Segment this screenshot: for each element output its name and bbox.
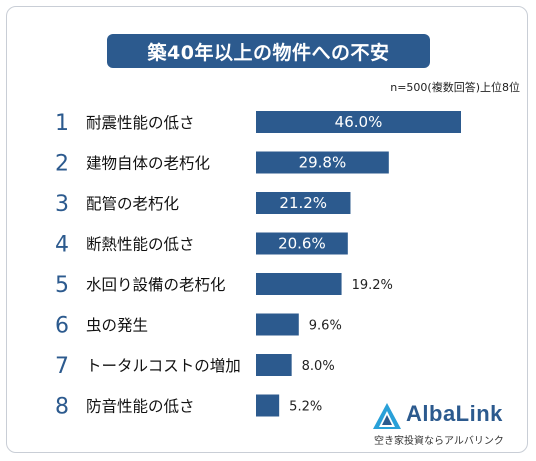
value-label: 8.0% (302, 359, 335, 374)
bar (256, 232, 348, 255)
rank-number: 2 (55, 152, 69, 177)
rank-number: 7 (55, 354, 69, 379)
value-label: 9.6% (309, 319, 342, 334)
category-label: 断熱性能の低さ (86, 236, 195, 254)
value-label: 19.2% (352, 278, 393, 293)
logo-tagline: 空き家投資ならアルバリンク (374, 436, 504, 447)
category-label: 配管の老朽化 (86, 195, 179, 213)
value-label: 29.8% (299, 154, 347, 172)
category-label: 耐震性能の低さ (86, 114, 195, 132)
value-label: 5.2% (289, 400, 322, 415)
value-label: 21.2% (279, 194, 327, 212)
value-label: 46.0% (335, 113, 383, 131)
category-label: 防音性能の低さ (86, 398, 195, 416)
chart-frame (6, 6, 528, 453)
sample-note: n=500(複数回答)上位8位 (390, 81, 520, 94)
bar (256, 111, 461, 133)
chart-title: 築40年以上の物件への不安 (107, 34, 430, 68)
value-label: 20.6% (278, 235, 326, 253)
bar (256, 151, 389, 174)
rank-number: 5 (55, 273, 69, 298)
bar (256, 192, 351, 214)
triangle-logo-icon (373, 403, 401, 429)
category-label: 建物自体の老朽化 (86, 155, 210, 173)
bar (256, 354, 292, 376)
bar (256, 313, 299, 336)
logo-wordmark: AlbaLink (406, 401, 503, 426)
albalink-logo: AlbaLink 空き家投資ならアルバリンク (372, 400, 522, 452)
rank-number: 6 (55, 314, 69, 339)
category-label: トータルコストの増加 (86, 357, 241, 375)
category-label: 水回り設備の老朽化 (86, 276, 226, 294)
rank-number: 1 (55, 111, 69, 136)
rank-number: 4 (55, 233, 69, 258)
bar (256, 394, 280, 417)
rank-number: 8 (55, 395, 69, 420)
bar (256, 273, 342, 295)
rank-number: 3 (55, 192, 69, 217)
category-label: 虫の発生 (86, 317, 148, 335)
